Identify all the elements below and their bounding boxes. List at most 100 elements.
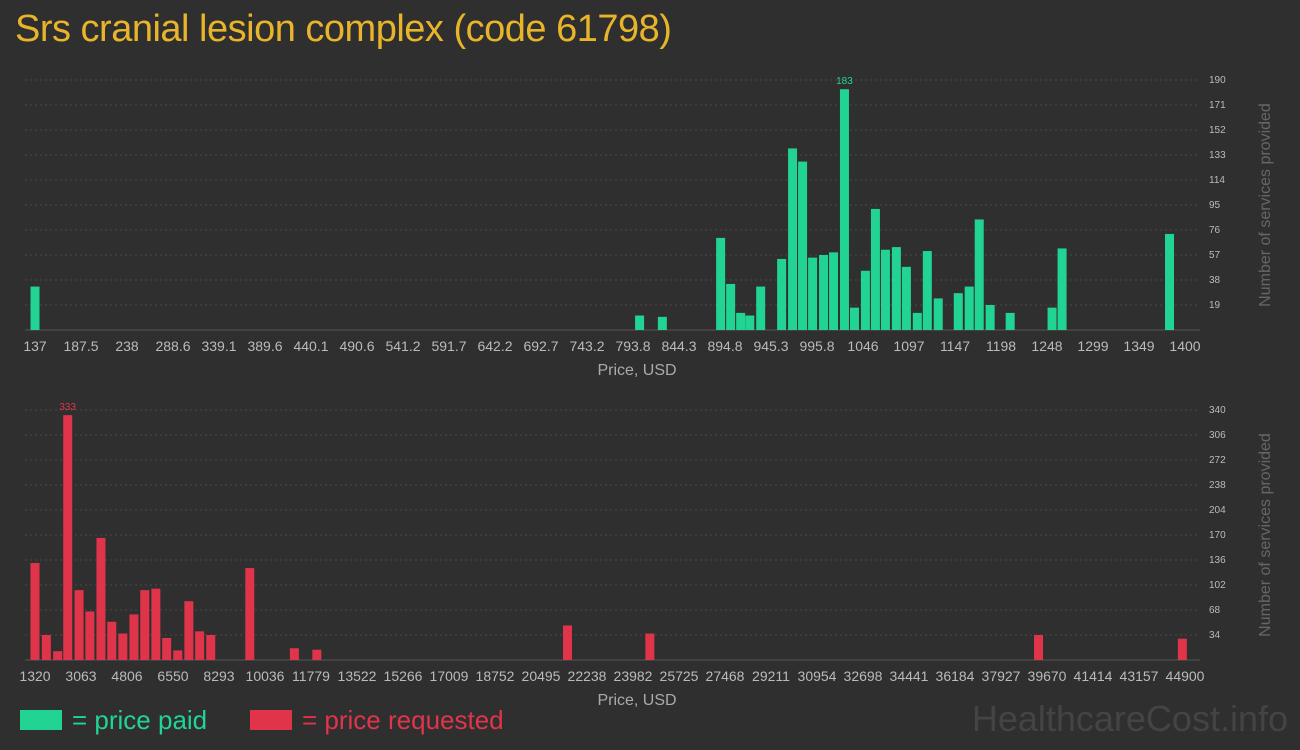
y-tick-label: 133	[1209, 150, 1226, 161]
x-tick-label: 25725	[660, 668, 699, 684]
bar	[1034, 635, 1044, 660]
legend-price-paid: = price paid	[20, 705, 207, 735]
y-tick-label: 34	[1209, 630, 1221, 641]
bar	[129, 614, 139, 660]
x-tick-label: 642.2	[477, 338, 512, 354]
x-tick-label: 30954	[798, 668, 837, 684]
max-value-label: 333	[59, 402, 76, 413]
x-tick-label: 41414	[1074, 668, 1113, 684]
bar	[880, 249, 890, 330]
legend-swatch-requested	[250, 710, 292, 730]
bar	[312, 649, 322, 660]
x-tick-label: 288.6	[155, 338, 190, 354]
y-tick-label: 19	[1209, 300, 1221, 311]
y-tick-label: 95	[1209, 200, 1221, 211]
max-value-label: 183	[836, 76, 853, 87]
x-tick-label: 27468	[706, 668, 745, 684]
y-tick-label: 340	[1209, 405, 1226, 416]
x-tick-label: 844.3	[661, 338, 696, 354]
x-tick-label: 6550	[157, 668, 188, 684]
x-tick-label: 4806	[111, 668, 142, 684]
x-tick-label: 238	[115, 338, 139, 354]
x-tick-label: 339.1	[201, 338, 236, 354]
bar	[184, 601, 194, 660]
x-tick-label: 389.6	[247, 338, 282, 354]
bar	[716, 237, 726, 330]
y-tick-label: 238	[1209, 480, 1226, 491]
x-tick-label: 945.3	[753, 338, 788, 354]
bar	[245, 568, 255, 660]
y-tick-label: 68	[1209, 605, 1221, 616]
bar	[798, 161, 808, 330]
bar	[63, 415, 73, 660]
bar	[195, 631, 205, 660]
bar	[922, 251, 932, 330]
x-tick-label: 29211	[752, 668, 790, 684]
x-axis-title: Price, USD	[597, 692, 676, 709]
x-tick-label: 743.2	[569, 338, 604, 354]
x-tick-label: 43157	[1120, 668, 1159, 684]
bar	[118, 633, 128, 660]
bar	[819, 255, 829, 330]
legend-price-requested: = price requested	[250, 705, 504, 735]
bar	[151, 588, 161, 660]
x-tick-label: 490.6	[339, 338, 374, 354]
x-tick-label: 22238	[568, 668, 607, 684]
page-title: Srs cranial lesion complex (code 61798)	[15, 8, 672, 50]
x-tick-label: 3063	[65, 668, 96, 684]
x-tick-label: 1400	[1169, 338, 1200, 354]
x-tick-label: 137	[23, 338, 47, 354]
x-tick-label: 23982	[614, 668, 653, 684]
x-tick-label: 37927	[982, 668, 1021, 684]
bar	[1057, 248, 1067, 330]
bar	[808, 257, 818, 330]
bar	[912, 312, 922, 330]
bar	[140, 590, 150, 660]
bar	[53, 651, 63, 660]
y-tick-label: 38	[1209, 275, 1221, 286]
x-tick-label: 34441	[890, 668, 929, 684]
bar	[953, 293, 963, 330]
bar	[849, 307, 859, 330]
x-tick-label: 591.7	[431, 338, 466, 354]
price-paid-chart: 19 38 57 76 95 114 133 152 171 190 183 137 187.5 238 2…	[23, 75, 1274, 379]
x-tick-label: 1248	[1031, 338, 1062, 354]
bar	[726, 283, 736, 330]
bar	[756, 286, 766, 330]
x-tick-label: 894.8	[707, 338, 742, 354]
x-tick-label: 995.8	[799, 338, 834, 354]
legend-swatch-paid	[20, 710, 62, 730]
bar	[933, 298, 943, 330]
y-tick-label: 57	[1209, 250, 1221, 261]
watermark: HealthcareCost.info	[971, 698, 1288, 739]
x-tick-label: 793.8	[615, 338, 650, 354]
bar	[964, 286, 974, 330]
bar	[162, 637, 172, 660]
bar	[745, 315, 755, 330]
y-axis-title: Number of services provided	[1257, 103, 1274, 307]
y-tick-label: 102	[1209, 580, 1226, 591]
price-requested-chart: 34 68 102 136 170 204 238 272 306 340 333 1320 3063 4…	[19, 402, 1274, 709]
x-tick-label: 20495	[522, 668, 561, 684]
x-tick-label: 13522	[338, 668, 377, 684]
x-tick-label: 11779	[292, 668, 330, 684]
bar	[860, 270, 870, 330]
y-tick-label: 152	[1209, 125, 1226, 136]
bar	[85, 611, 95, 660]
x-tick-label: 1320	[19, 668, 50, 684]
x-tick-label: 1147	[940, 338, 970, 354]
bar	[1005, 312, 1015, 330]
x-tick-label: 541.2	[385, 338, 420, 354]
y-tick-label: 170	[1209, 530, 1226, 541]
bar	[788, 148, 798, 330]
x-tick-label: 440.1	[293, 338, 328, 354]
x-tick-label: 39670	[1028, 668, 1067, 684]
y-axis-title: Number of services provided	[1257, 433, 1274, 637]
bar	[635, 315, 645, 330]
x-tick-label: 44900	[1166, 668, 1205, 684]
y-tick-label: 204	[1209, 505, 1226, 516]
x-tick-label: 32698	[844, 668, 883, 684]
bar	[107, 621, 117, 660]
x-tick-label: 36184	[936, 668, 975, 684]
y-tick-label: 306	[1209, 430, 1226, 441]
